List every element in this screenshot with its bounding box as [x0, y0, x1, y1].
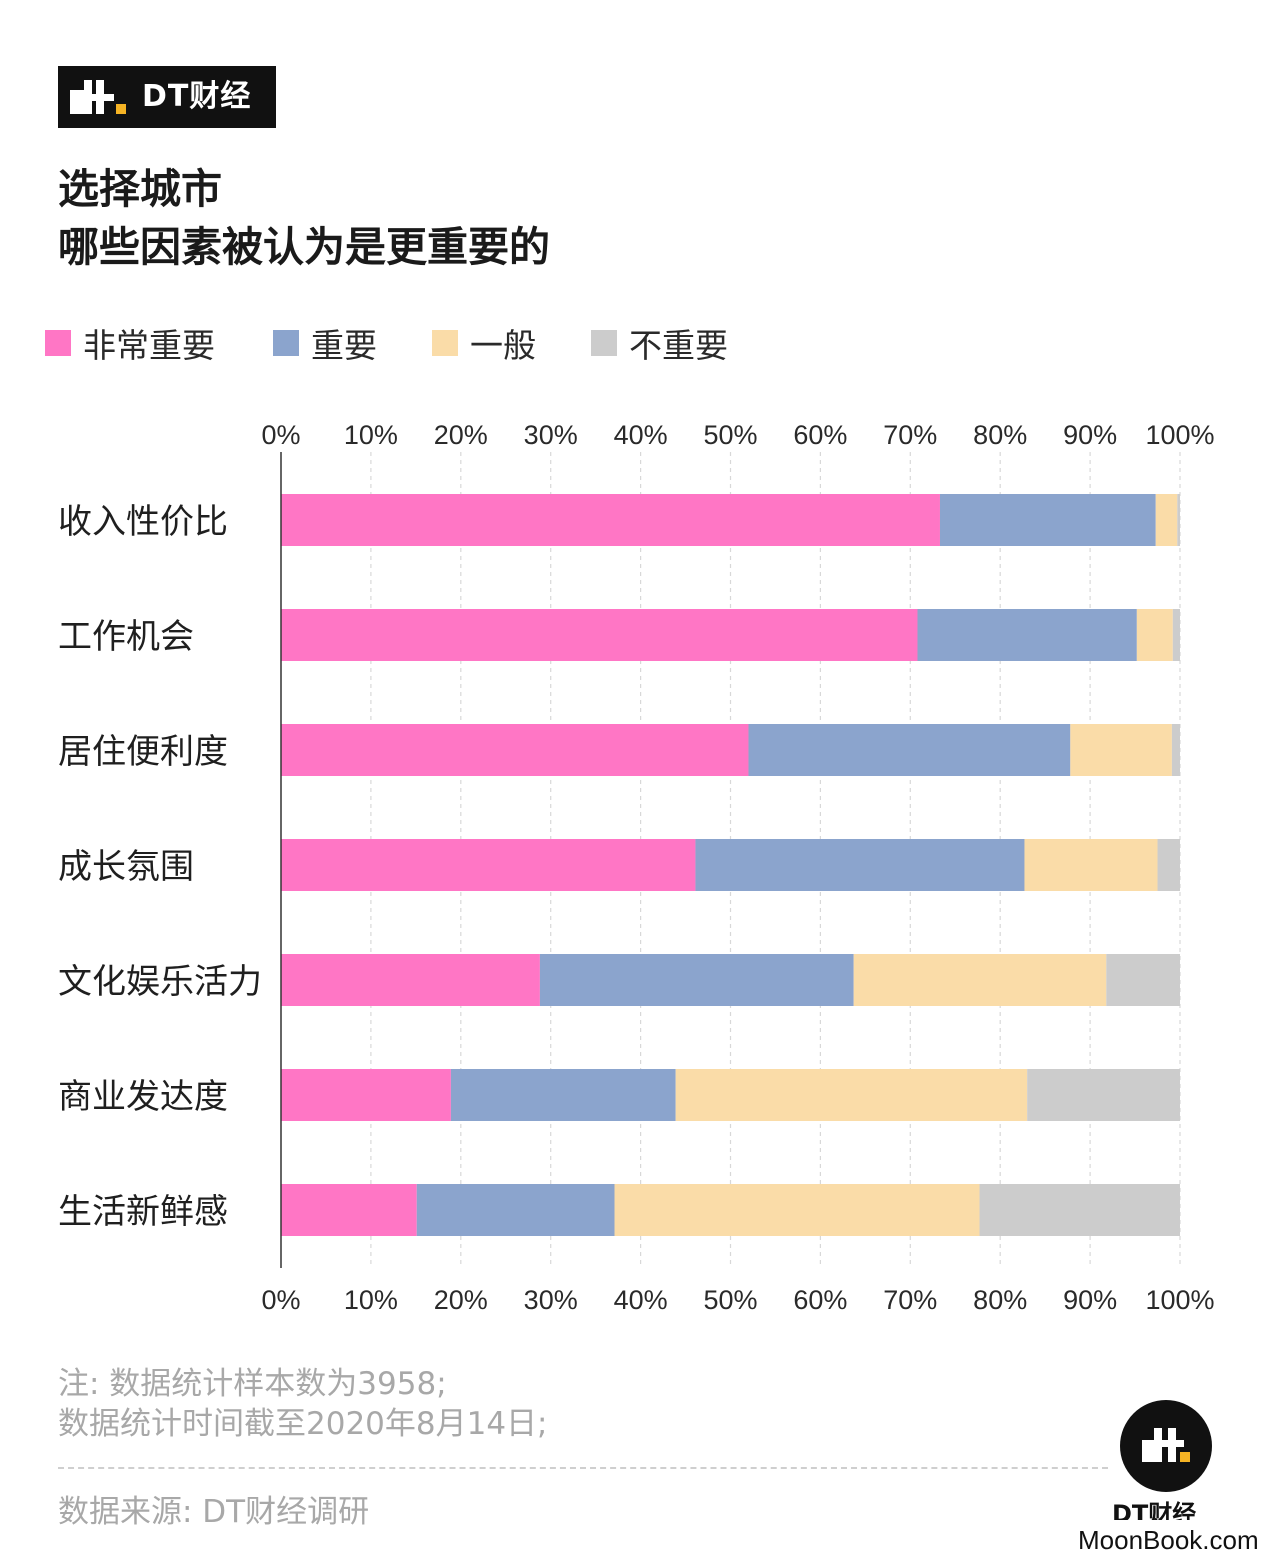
note-date: 数据统计时间截至2020年8月14日;: [58, 1406, 548, 1442]
bar-segment: [539, 954, 854, 1006]
chart-notes: 注: 数据统计样本数为3958; 数据统计时间截至2020年8月14日;: [58, 1364, 548, 1444]
x-tick-label-bottom: 10%: [344, 1285, 398, 1315]
category-label: 居住便利度: [58, 732, 228, 772]
site-watermark: MoonBook.com: [1078, 1525, 1259, 1555]
bar-segment: [1157, 839, 1180, 891]
x-tick-label-top: 30%: [524, 420, 578, 450]
bar-segment: [1177, 494, 1180, 546]
bar-segment: [917, 609, 1137, 661]
bar-segment: [1136, 609, 1173, 661]
legend-swatch: [591, 330, 617, 356]
bar-segment: [281, 954, 540, 1006]
bar-segment: [675, 1069, 1028, 1121]
bar-segment: [1106, 954, 1180, 1006]
bar-segment: [1024, 839, 1158, 891]
chart-title-line1: 选择城市: [58, 165, 222, 213]
x-tick-label-bottom: 50%: [703, 1285, 757, 1315]
x-tick-label-top: 100%: [1145, 420, 1214, 450]
x-tick-label-top: 20%: [434, 420, 488, 450]
dt-logo-icon: [1142, 1428, 1190, 1462]
bar-segment: [979, 1184, 1180, 1236]
chart-title-line2: 哪些因素被认为是更重要的: [58, 223, 550, 271]
legend-item-average: 一般: [432, 320, 536, 366]
legend-label: 不重要: [629, 326, 728, 365]
bar-segment: [614, 1184, 980, 1236]
x-tick-label-bottom: 20%: [434, 1285, 488, 1315]
brand-name: DT财经: [142, 79, 252, 114]
chart-title: 选择城市 哪些因素被认为是更重要的: [58, 160, 550, 276]
category-label: 生活新鲜感: [58, 1192, 228, 1232]
category-label: 商业发达度: [58, 1077, 228, 1117]
footer-logo-text: DT财经: [1112, 1500, 1197, 1520]
bar-segment: [748, 724, 1071, 776]
x-tick-label-top: 60%: [793, 420, 847, 450]
x-tick-label-bottom: 80%: [973, 1285, 1027, 1315]
bar-segment: [1155, 494, 1178, 546]
x-tick-label-top: 50%: [703, 420, 757, 450]
x-tick-label-top: 80%: [973, 420, 1027, 450]
x-tick-label-top: 90%: [1063, 420, 1117, 450]
legend-swatch: [273, 330, 299, 356]
x-tick-label-bottom: 0%: [261, 1285, 300, 1315]
bar-segment: [1027, 1069, 1180, 1121]
brand-logo: DT财经: [58, 66, 276, 128]
legend-item-not-important: 不重要: [591, 320, 728, 366]
bar-segment: [281, 1184, 417, 1236]
category-label: 文化娱乐活力: [58, 962, 262, 1002]
bar-segment: [1070, 724, 1172, 776]
bar-segment: [281, 1069, 451, 1121]
legend-swatch: [45, 330, 71, 356]
bar-segment: [281, 609, 918, 661]
bar-segment: [1171, 724, 1180, 776]
bar-segment: [281, 839, 696, 891]
x-tick-label-bottom: 100%: [1145, 1285, 1214, 1315]
x-tick-label-bottom: 40%: [614, 1285, 668, 1315]
x-tick-label-top: 70%: [883, 420, 937, 450]
x-tick-label-bottom: 60%: [793, 1285, 847, 1315]
data-source: 数据来源: DT财经调研: [58, 1494, 370, 1530]
x-tick-label-top: 0%: [261, 420, 300, 450]
category-label: 收入性价比: [58, 502, 228, 542]
bar-segment: [939, 494, 1156, 546]
bar-segment: [1172, 609, 1180, 661]
divider: [58, 1467, 1108, 1469]
dt-round-logo-icon: [1120, 1400, 1212, 1492]
bar-segment: [695, 839, 1025, 891]
legend-label: 重要: [311, 326, 377, 365]
category-label: 成长氛围: [58, 847, 194, 887]
legend-label: 非常重要: [83, 326, 215, 365]
bar-segment: [416, 1184, 615, 1236]
legend-item-very-important: 非常重要: [45, 320, 215, 366]
x-tick-label-bottom: 30%: [524, 1285, 578, 1315]
x-tick-label-bottom: 90%: [1063, 1285, 1117, 1315]
category-label: 工作机会: [58, 617, 194, 657]
x-tick-label-top: 10%: [344, 420, 398, 450]
dt-logo-icon: [70, 80, 126, 114]
legend-swatch: [432, 330, 458, 356]
bar-segment: [853, 954, 1107, 1006]
x-tick-label-bottom: 70%: [883, 1285, 937, 1315]
note-sample-size: 注: 数据统计样本数为3958;: [58, 1366, 447, 1402]
legend-label: 一般: [470, 326, 536, 365]
x-tick-label-top: 40%: [614, 420, 668, 450]
bar-segment: [281, 494, 940, 546]
legend-item-important: 重要: [273, 320, 377, 366]
bar-segment: [281, 724, 749, 776]
bar-segment: [450, 1069, 676, 1121]
